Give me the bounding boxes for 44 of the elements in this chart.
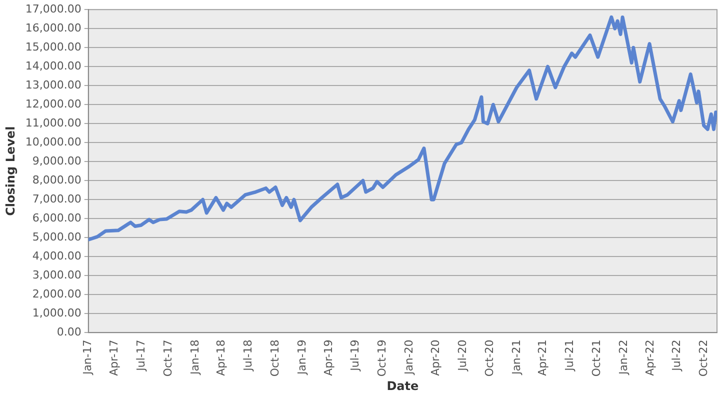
y-tick-label: 9,000.00	[32, 154, 82, 168]
y-tick-label: 11,000.00	[25, 116, 82, 130]
y-tick-label: 3,000.00	[32, 268, 82, 282]
y-tick-label: 6,000.00	[32, 211, 82, 224]
y-tick-label: 5,000.00	[32, 230, 82, 244]
x-tick-label: Oct-22	[696, 340, 710, 377]
y-tick-label: 13,000.00	[25, 78, 82, 92]
x-tick-label: Jul-17	[134, 340, 148, 372]
x-tick-label: Jan-18	[188, 340, 202, 376]
x-tick-label: Jul-22	[670, 340, 683, 372]
x-axis-title: Date	[386, 378, 419, 393]
y-tick-label: 17,000.00	[25, 2, 82, 16]
x-tick-label: Oct-19	[375, 340, 388, 377]
x-tick-label: Oct-20	[482, 340, 496, 377]
x-tick-label: Apr-22	[643, 340, 656, 376]
y-tick-label: 1,000.00	[32, 306, 82, 320]
y-tick-label: 2,000.00	[32, 287, 82, 300]
x-tick-label: Apr-18	[214, 340, 228, 376]
y-tick-label: 10,000.00	[25, 135, 82, 148]
x-tick-label: Jan-22	[616, 340, 630, 376]
x-tick-label: Apr-19	[322, 340, 335, 376]
y-tick-label: 14,000.00	[25, 59, 82, 72]
x-tick-label: Oct-18	[268, 340, 282, 377]
y-tick-label: 0.00	[56, 325, 82, 338]
x-tick-label: Oct-17	[161, 340, 174, 377]
x-tick-label: Apr-20	[429, 340, 442, 376]
x-tick-label: Oct-21	[590, 340, 603, 377]
x-tick-label: Jul-21	[562, 340, 576, 372]
y-tick-label: 4,000.00	[32, 249, 82, 262]
y-tick-label: 15,000.00	[25, 40, 82, 54]
x-tick-label: Apr-17	[108, 340, 121, 376]
y-tick-label: 16,000.00	[25, 21, 82, 34]
x-tick-label: Jul-18	[241, 340, 254, 372]
x-tick-label: Jul-20	[456, 340, 469, 372]
x-tick-label: Jan-17	[81, 340, 94, 376]
x-tick-label: Jan-19	[295, 340, 308, 376]
x-tick-label: Jan-21	[510, 340, 523, 376]
y-tick-label: 7,000.00	[32, 192, 82, 206]
x-tick-label: Jan-20	[402, 340, 416, 376]
y-tick-label: 8,000.00	[32, 173, 82, 186]
x-tick-label: Jul-19	[348, 340, 362, 372]
y-tick-label: 12,000.00	[25, 97, 82, 110]
y-axis-title: Closing Level	[3, 126, 18, 216]
x-tick-label: Apr-21	[536, 340, 550, 376]
